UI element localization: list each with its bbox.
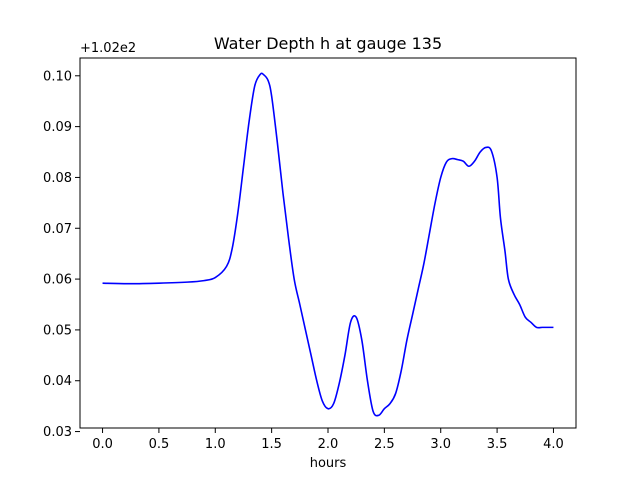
axes-frame [79,57,577,429]
x-tick-label: 0.5 [149,437,170,452]
y-tick-label: 0.09 [43,120,72,135]
x-tick-label: 2.0 [318,437,339,452]
y-axis-ticks: 0.03 0.04 0.05 0.06 0.07 0.08 0.09 0.10 [43,69,80,440]
x-tick-label: 4.0 [543,437,564,452]
y-tick-label: 0.10 [43,69,72,84]
x-tick-label: 2.5 [374,437,395,452]
y-tick-label: 0.03 [43,425,72,440]
x-tick-label: 1.0 [205,437,226,452]
x-tick-label: 3.0 [430,437,451,452]
x-axis-label: hours [310,456,347,471]
y-axis-offset-label: +1.02e2 [80,41,136,56]
y-tick-label: 0.08 [43,171,72,186]
x-axis-ticks: 0.0 0.5 1.0 1.5 2.0 2.5 3.0 3.5 4.0 [92,428,564,452]
y-tick-label: 0.05 [43,323,72,338]
y-tick-label: 0.04 [43,374,72,389]
plot-layer [102,72,554,417]
x-tick-label: 1.5 [261,437,282,452]
y-tick-label: 0.06 [43,273,72,288]
y-tick-label: 0.07 [43,222,72,237]
chart-title: Water Depth h at gauge 135 [214,34,442,53]
series-line [102,72,554,417]
x-tick-label: 3.5 [487,437,508,452]
x-tick-label: 0.0 [92,437,113,452]
